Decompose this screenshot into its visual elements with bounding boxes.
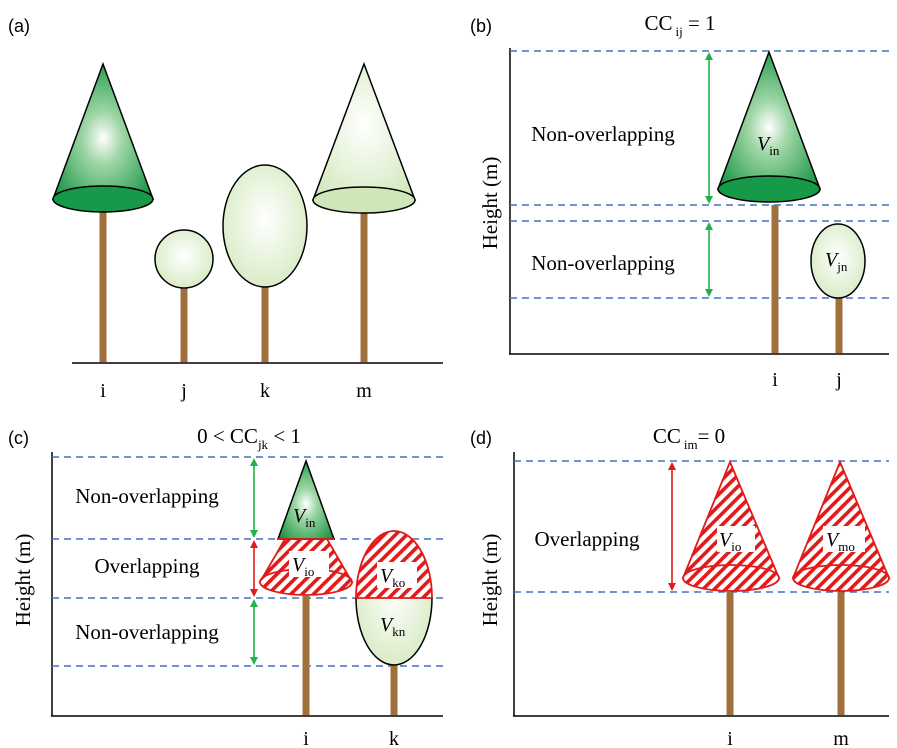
region-label-bottom: Non-overlapping xyxy=(75,620,219,644)
panel-d-label: (d) xyxy=(470,428,492,448)
tree-label-k: k xyxy=(389,728,399,748)
conifer-crown xyxy=(716,49,822,190)
panel-b-label: (b) xyxy=(470,16,492,36)
tree-i-conifer xyxy=(51,61,155,362)
tree-j-broadleaf: Vjn xyxy=(810,223,866,353)
volume-label-ko: Vko xyxy=(380,565,405,590)
nonoverlap-arrow-upper xyxy=(705,52,713,204)
overlap-arrow-middle xyxy=(250,540,258,597)
region-label-upper: Non-overlapping xyxy=(531,122,675,146)
overlap-cone xyxy=(681,459,781,579)
crown-base xyxy=(792,564,890,592)
panel-b: (b) CC ij = 1 Height (m) Non-overlapping … xyxy=(470,11,889,391)
panel-c-label: (c) xyxy=(8,428,29,448)
crown-base xyxy=(682,564,780,592)
tree-j-broadleaf xyxy=(154,229,214,362)
panel-b-title: CC ij = 1 xyxy=(644,11,715,39)
region-label-top: Non-overlapping xyxy=(75,484,219,508)
volume-label-in: Vin xyxy=(757,133,780,158)
broadleaf-crown xyxy=(154,229,214,289)
volume-label-io: Vio xyxy=(292,554,314,579)
region-label-middle: Overlapping xyxy=(95,554,200,578)
nonoverlap-arrow-bottom xyxy=(250,599,258,665)
tree-i-conifer: Vin xyxy=(716,49,822,353)
tree-label-j: j xyxy=(835,369,842,391)
panel-c-ylabel: Height (m) xyxy=(11,534,35,627)
panel-b-ylabel: Height (m) xyxy=(478,157,502,250)
tree-m-conifer xyxy=(311,61,417,362)
label-backdrop xyxy=(289,551,329,577)
tree-label-i: i xyxy=(303,728,309,748)
tree-label-k: k xyxy=(260,380,270,402)
tree-i-conifer: Vin Vio xyxy=(258,458,354,715)
tree-k-broadleaf: Vko Vkn xyxy=(355,530,433,715)
panel-a-label: (a) xyxy=(8,16,30,36)
panel-d: (d) CC im= 0 Height (m) Overlapping Vio xyxy=(470,424,891,748)
conifer-crown xyxy=(311,61,417,201)
nonoverlap-arrow-top xyxy=(250,458,258,538)
crown-base xyxy=(312,186,416,214)
panel-d-ylabel: Height (m) xyxy=(478,534,502,627)
tree-label-j: j xyxy=(180,380,187,402)
tree-label-m: m xyxy=(356,380,372,402)
volume-label-io: Vio xyxy=(719,529,741,554)
tree-k-broadleaf xyxy=(222,164,308,362)
tree-label-m: m xyxy=(833,728,849,748)
nonoverlap-crown-part xyxy=(355,598,433,666)
overlap-cone xyxy=(791,459,891,579)
broadleaf-crown xyxy=(222,164,308,288)
label-backdrop xyxy=(377,562,417,588)
tree-i-conifer: Vio xyxy=(681,459,781,715)
volume-label-mo: Vmo xyxy=(826,529,855,554)
nonoverlap-arrow-lower xyxy=(705,222,713,297)
region-label: Overlapping xyxy=(535,527,640,551)
label-backdrop xyxy=(823,526,865,552)
panel-c-title: 0 < CCjk < 1 xyxy=(197,424,301,452)
volume-label-kn: Vkn xyxy=(380,614,406,639)
panel-d-title: CC im= 0 xyxy=(653,424,725,452)
tree-m-conifer: Vmo xyxy=(791,459,891,715)
crown-base xyxy=(717,175,821,203)
overlap-arrow xyxy=(668,462,676,591)
panel-c: (c) 0 < CCjk < 1 Height (m) Non-overlapp… xyxy=(8,424,443,748)
tree-label-i: i xyxy=(100,380,106,402)
conifer-crown xyxy=(51,61,155,200)
panel-a: (a) i j k m xyxy=(8,16,443,402)
crown-base xyxy=(52,185,154,213)
volume-label-jn: Vjn xyxy=(825,249,848,274)
broadleaf-crown xyxy=(810,223,866,299)
volume-label-in: Vin xyxy=(293,505,316,530)
label-backdrop xyxy=(717,526,755,552)
tree-label-i: i xyxy=(727,728,733,748)
tree-label-i: i xyxy=(772,369,778,391)
region-label-lower: Non-overlapping xyxy=(531,251,675,275)
